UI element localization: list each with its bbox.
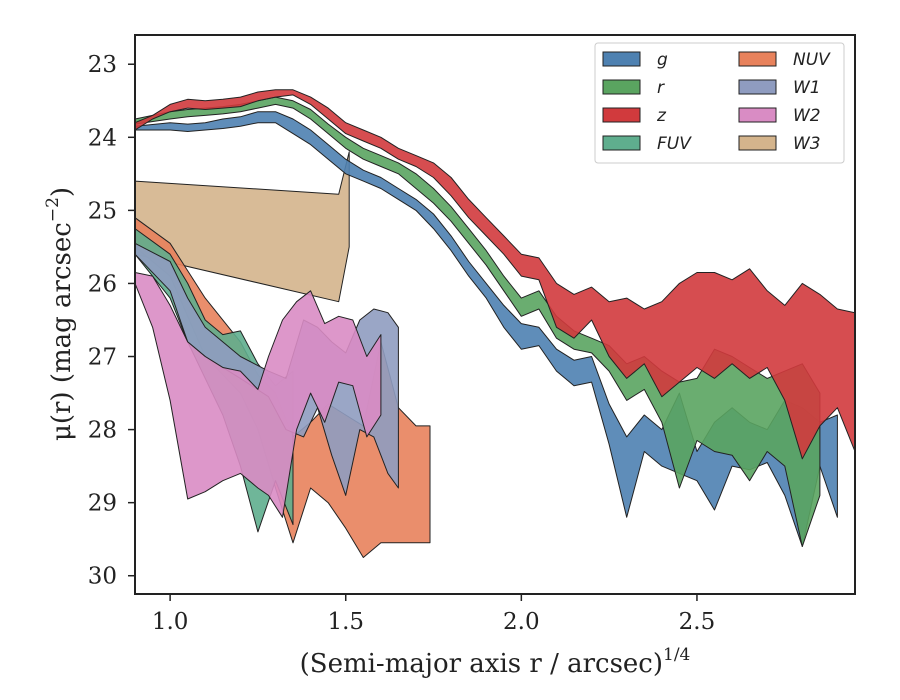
y-tick-label: 30 [88,564,117,590]
y-tick-label: 27 [88,345,117,371]
x-axis: 1.0 1.5 2.0 2.5 [152,594,715,635]
y-axis-title-superscript: −2 [43,197,63,222]
legend-swatch-nuv [738,51,777,67]
legend-swatch-fuv [602,135,641,151]
band-z [135,89,855,460]
profile-bands [135,89,855,558]
y-tick-label: 24 [88,125,117,151]
legend-swatch-w1 [738,79,777,95]
band-g [135,111,838,547]
band-w3 [135,151,350,303]
y-tick-label: 25 [88,198,117,224]
legend-swatch-w2 [738,107,777,123]
legend-label-z: z [656,106,667,126]
legend-items: grz FUV NUV W1 W2 W3 [602,50,831,154]
y-tick-label: 28 [88,418,117,444]
legend-label-r: r [657,78,665,98]
x-axis-title: (Semi-major axis r / arcsec)1/4 [300,645,691,679]
x-tick-label: 2.5 [679,609,716,635]
legend-swatch-g [602,51,641,67]
legend: grz FUV NUV W1 W2 W3 [594,42,845,164]
legend-label-w3: W3 [793,134,821,154]
y-axis: 23 24 25 26 27 28 29 30 [88,52,135,590]
legend-frame [594,42,845,164]
band-r [135,96,821,547]
y-tick-label: 26 [88,271,117,297]
band-w2 [135,272,382,518]
y-tick-label: 23 [88,52,117,78]
legend-swatch-z [602,107,641,123]
x-tick-label: 1.0 [152,609,189,635]
y-tick-label: 29 [88,491,117,517]
x-axis-title-superscript: 1/4 [663,645,690,665]
y-axis-title: μ(r) (mag arcsec−2) [43,187,77,441]
x-tick-label: 2.0 [503,609,540,635]
legend-swatch-r [602,79,641,95]
legend-label-w1: W1 [793,78,821,98]
legend-swatch-w3 [738,135,777,151]
x-tick-label: 1.5 [327,609,364,635]
legend-label-g: g [657,50,668,70]
legend-label-nuv: NUV [793,50,831,70]
legend-label-w2: W2 [793,106,821,126]
plot-frame [134,34,856,595]
legend-label-fuv: FUV [657,134,692,154]
